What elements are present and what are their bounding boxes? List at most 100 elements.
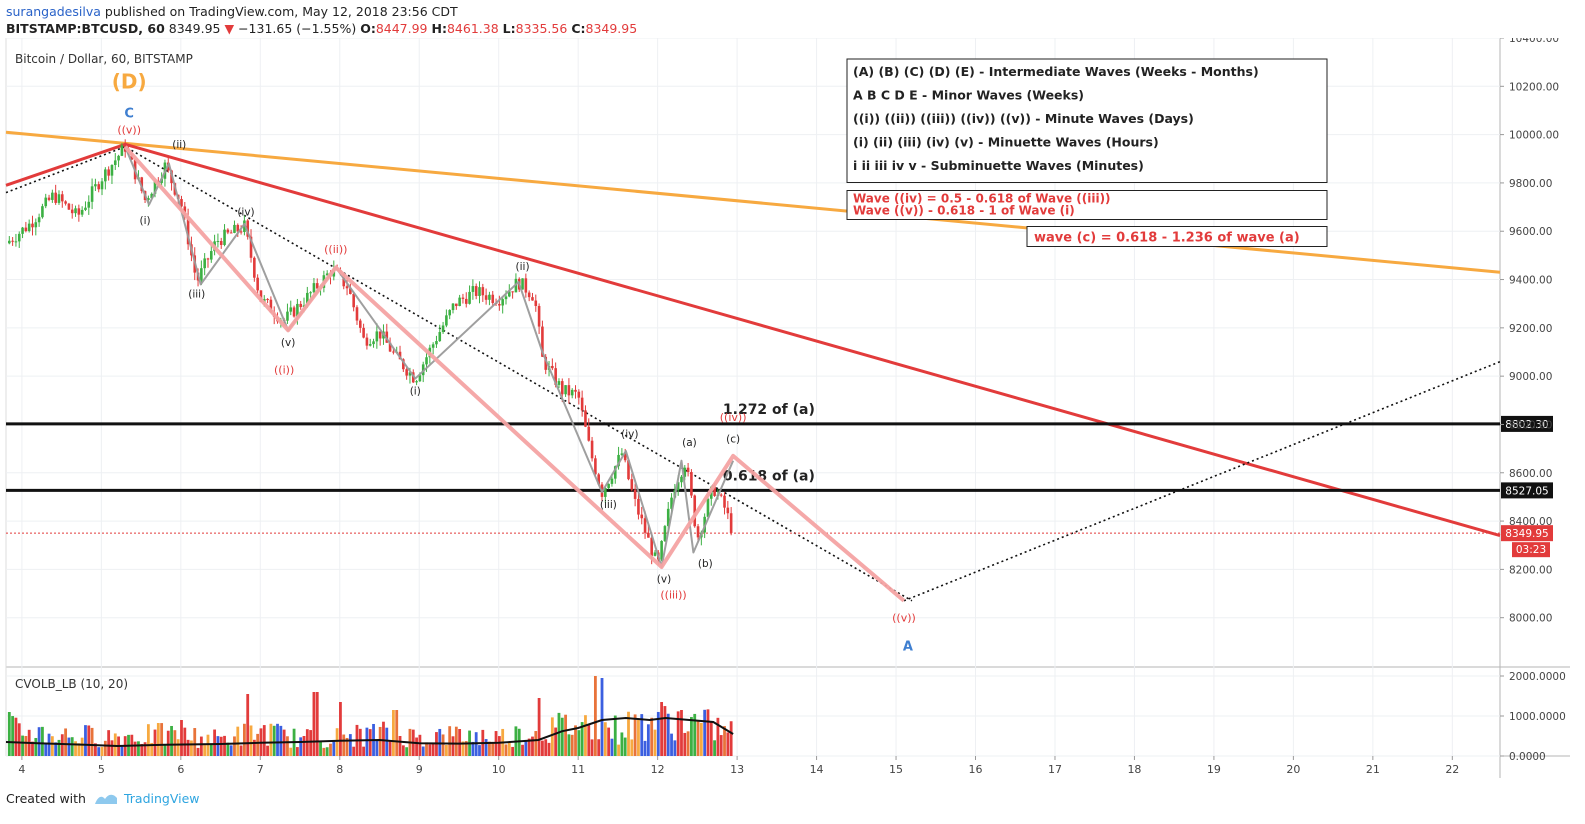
time-tick-label: 11 <box>571 763 585 776</box>
volume-bar <box>620 732 624 756</box>
time-tick-label: 8 <box>336 763 343 776</box>
volume-bar <box>643 740 647 756</box>
volume-bar <box>382 721 385 756</box>
candle-body <box>491 294 495 303</box>
fib-levels: 1.272 of (a) 8802.30 0.618 of (a) 8527.05 83… <box>6 402 1553 558</box>
volume-bar <box>696 721 700 756</box>
candle-body <box>488 294 491 300</box>
volume-bar <box>295 747 299 756</box>
volume-bar <box>74 741 77 756</box>
candle-body <box>362 327 365 338</box>
wave-rule-line: Wave ((iv) = 0.5 - 0.618 of Wave ((iii)) <box>853 192 1111 206</box>
volume-bar <box>269 723 273 756</box>
candle-body <box>239 231 243 233</box>
volume-bar <box>623 737 627 756</box>
author-link[interactable]: surangadesilva <box>6 4 101 19</box>
volume-moving-average <box>5 716 734 748</box>
candle-body <box>637 498 640 515</box>
candle-body <box>246 220 250 237</box>
volume-bar <box>94 743 97 756</box>
time-tick-label: 9 <box>416 763 423 776</box>
price-change: −131.65 (−1.55%) <box>238 21 357 36</box>
candle-body <box>402 359 405 370</box>
close-label: C: <box>571 21 586 36</box>
volume-bar <box>646 724 650 756</box>
wave-label: (i) <box>140 215 151 227</box>
volume-bar <box>683 732 687 756</box>
time-axis[interactable]: 4 5 6 7 8 9 10 11 12 13 14 15 16 17 18 19 20 21 22 <box>18 756 1459 776</box>
time-tick-label: 21 <box>1366 763 1380 776</box>
candle-body <box>77 208 81 215</box>
price-axis[interactable]: 10400.00 10200.00 10000.00 9800.00 9600.00 94… <box>1500 38 1566 763</box>
candle-body <box>51 192 54 200</box>
volume-bar <box>570 734 574 756</box>
volume-bar <box>613 715 617 756</box>
volume-bar <box>534 731 538 756</box>
candle-body <box>226 229 230 233</box>
candle-body <box>524 278 528 293</box>
volume-bar <box>441 734 445 756</box>
candle-body <box>47 197 51 200</box>
candle-body <box>24 227 28 232</box>
candle-body <box>597 474 600 485</box>
volume-bar <box>461 741 465 756</box>
volume-bar <box>110 740 114 756</box>
volume-bar <box>593 676 597 756</box>
volume-bar <box>650 717 654 756</box>
wave-label: (b) <box>698 558 713 570</box>
candle-body <box>719 494 723 496</box>
volume-bar <box>358 728 362 756</box>
volume-bar <box>176 739 180 756</box>
volume-bar <box>223 735 226 756</box>
candle-body <box>100 181 104 190</box>
volume-bar <box>24 735 28 756</box>
candle-body <box>680 476 683 483</box>
candle-body <box>358 320 362 328</box>
wave-legend-box <box>846 58 1328 183</box>
volume-bar <box>392 710 395 756</box>
price-tick-label: 10000.00 <box>1509 130 1559 142</box>
candle-body <box>107 169 110 176</box>
candle-body <box>94 184 97 187</box>
candle-body <box>289 307 293 312</box>
volume-bar <box>329 743 332 756</box>
candle-body <box>455 303 458 307</box>
countdown-text: 03:23 <box>1516 544 1546 556</box>
volume-bar <box>497 736 501 756</box>
indicator-pane <box>5 676 734 756</box>
volume-bar <box>54 742 58 756</box>
candle-body <box>398 351 402 360</box>
volume-bar <box>550 717 554 756</box>
candle-body <box>653 552 657 556</box>
volume-bar <box>544 739 548 756</box>
candle-body <box>249 236 253 258</box>
candle-body <box>37 217 41 223</box>
candle-body <box>256 277 259 291</box>
candle-body <box>203 258 206 269</box>
volume-bar <box>524 741 528 756</box>
volume-bar <box>584 715 587 756</box>
candle-body <box>150 193 153 199</box>
candle-body <box>418 375 422 382</box>
time-tick-label: 6 <box>177 763 184 776</box>
volume-bar <box>428 744 432 756</box>
last-price: 8349.95 <box>168 21 221 36</box>
volume-bar <box>531 736 534 756</box>
candle-body <box>584 410 587 427</box>
candle-body <box>27 223 31 232</box>
candle-body <box>117 155 120 161</box>
tradingview-link[interactable]: TradingView <box>123 791 200 806</box>
candle-body <box>355 307 359 321</box>
price-chart[interactable]: 1.272 of (a) 8802.30 0.618 of (a) 8527.05 83… <box>0 38 1585 790</box>
candle-body <box>67 203 71 210</box>
wave-rule-box <box>846 190 1328 220</box>
candle-body <box>706 498 710 517</box>
wave-c-rule-text: wave (c) = 0.618 - 1.236 of wave (a) <box>1034 231 1300 246</box>
volume-bar <box>587 724 591 756</box>
volume-bar <box>666 713 670 756</box>
price-tick-label: 8200.00 <box>1509 564 1552 576</box>
candle-body <box>21 227 24 234</box>
volume-bar <box>150 742 154 756</box>
candle-body <box>60 194 64 202</box>
candle-body <box>325 273 329 276</box>
